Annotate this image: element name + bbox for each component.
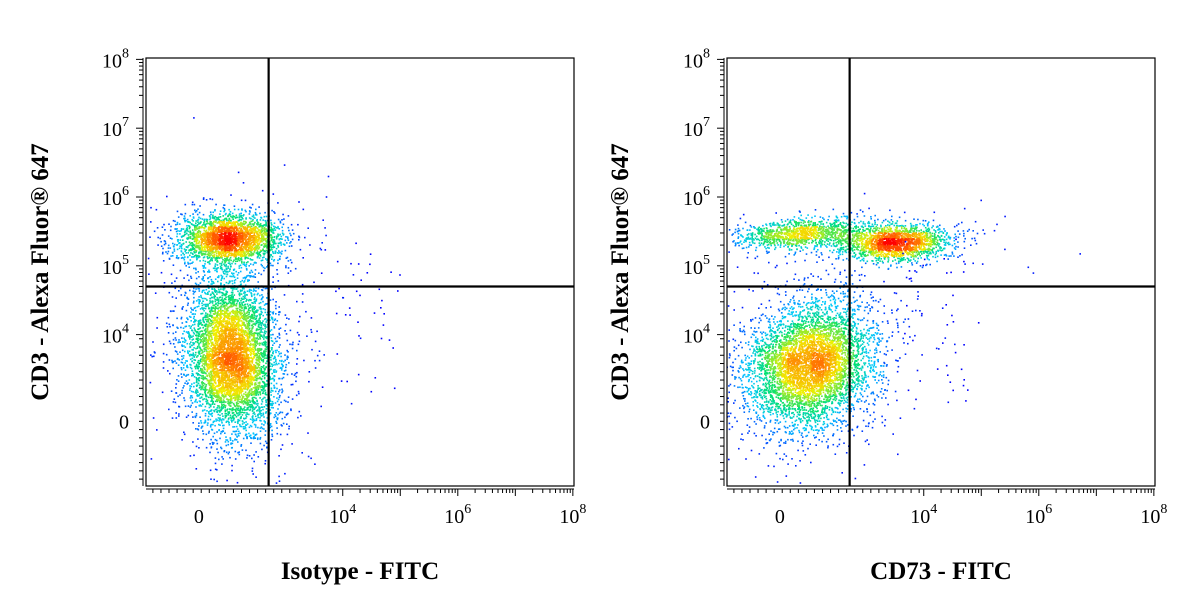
y-tick-label: 107 bbox=[683, 115, 710, 141]
x-tick-label: 106 bbox=[1025, 502, 1052, 528]
y-tick-label: 106 bbox=[102, 184, 129, 210]
x-tick-label: 106 bbox=[444, 502, 471, 528]
x-axis-label: Isotype - FITC bbox=[281, 558, 439, 585]
plot-frame bbox=[726, 57, 1156, 487]
x-tick-label: 108 bbox=[559, 502, 586, 528]
x-axis-label: CD73 - FITC bbox=[870, 558, 1012, 585]
event-dots bbox=[147, 117, 401, 486]
event-dots bbox=[727, 192, 1081, 484]
y-tick-label: 0 bbox=[700, 412, 710, 434]
y-axis-label: CD3 - Alexa Fluor® 647 bbox=[27, 143, 54, 401]
y-tick-label: 106 bbox=[683, 184, 710, 210]
x-tick-label: 104 bbox=[910, 502, 937, 528]
y-tick-label: 0 bbox=[119, 412, 129, 434]
y-tick-label: 105 bbox=[683, 253, 710, 279]
flow-plot-isotype: 0 104 106 108 0 104 105 106 107 108 Isotype - FITC… bbox=[27, 46, 586, 585]
x-tick-label: 0 bbox=[194, 506, 204, 528]
y-tick-label: 107 bbox=[102, 115, 129, 141]
y-tick-label: 105 bbox=[102, 253, 129, 279]
x-tick-label: 108 bbox=[1140, 502, 1167, 528]
y-axis-label: CD3 - Alexa Fluor® 647 bbox=[607, 143, 634, 401]
x-tick-label: 104 bbox=[329, 502, 356, 528]
flow-plot-cd73: 0 104 106 108 0 104 105 106 107 108 CD73 - FITC CD3… bbox=[607, 46, 1167, 585]
y-tick-label: 104 bbox=[683, 322, 710, 348]
x-tick-label: 0 bbox=[775, 506, 785, 528]
y-tick-label: 108 bbox=[683, 46, 710, 72]
plot-frame bbox=[145, 57, 575, 487]
y-tick-label: 104 bbox=[102, 322, 129, 348]
y-tick-label: 108 bbox=[102, 46, 129, 72]
